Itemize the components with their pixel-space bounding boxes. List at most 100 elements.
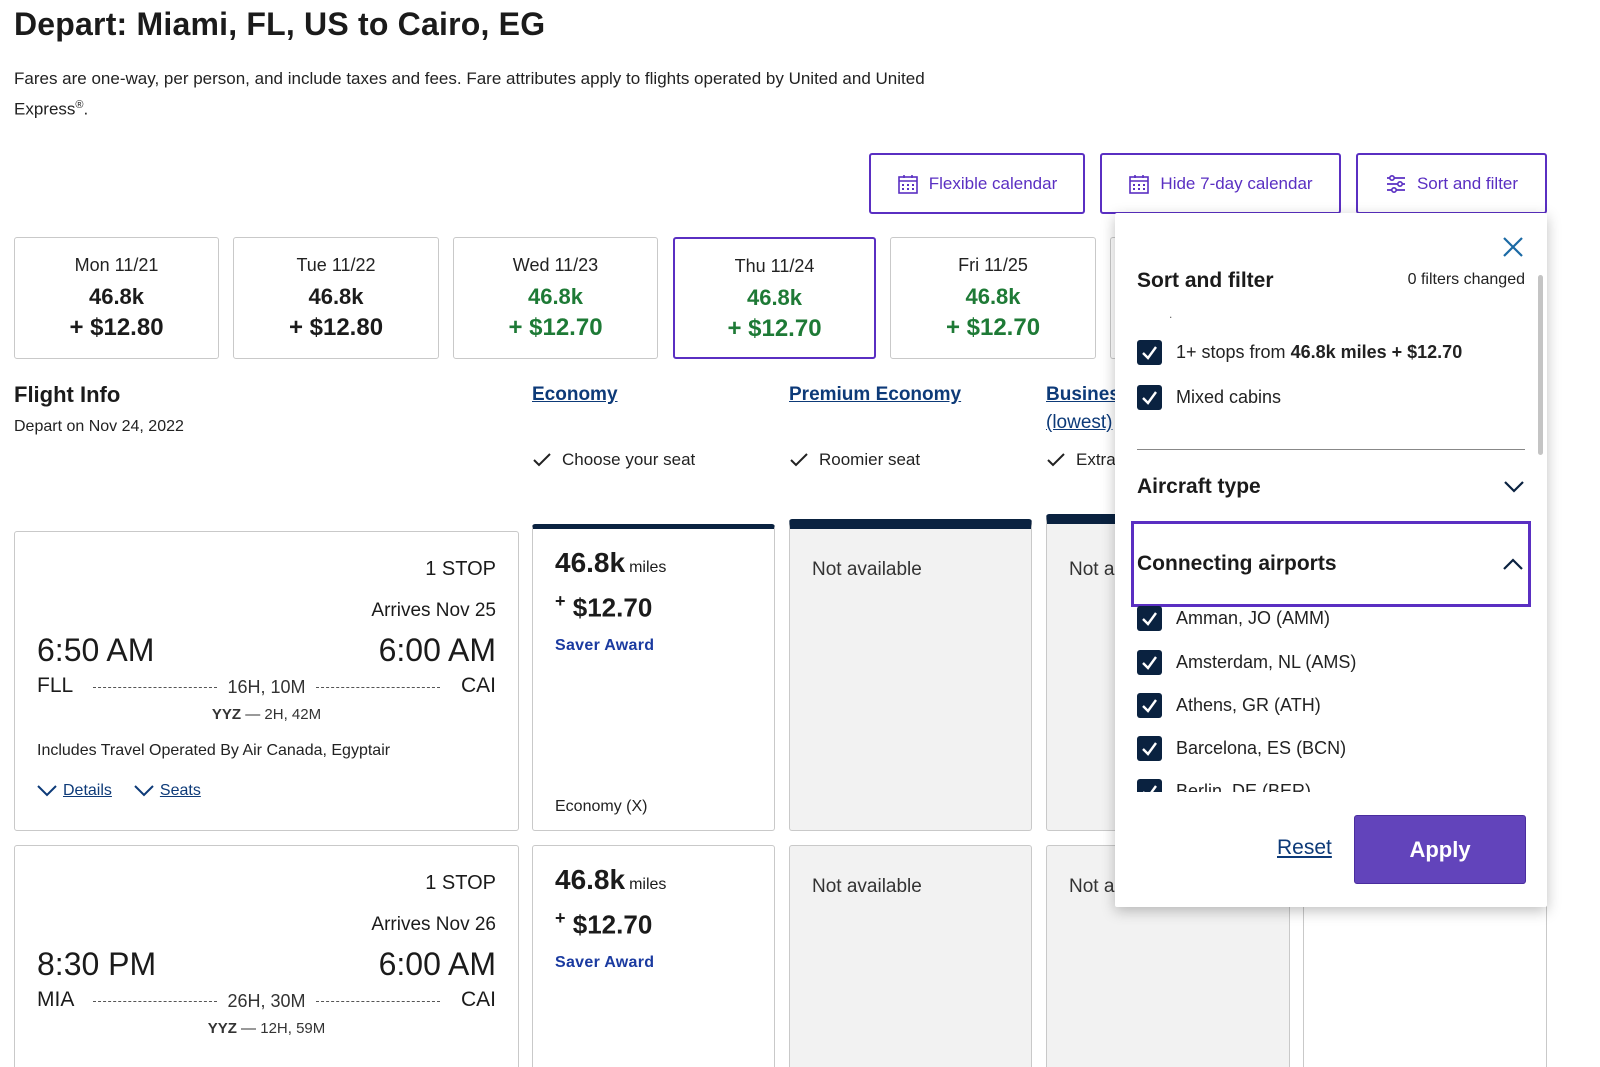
check-icon: [1047, 453, 1065, 467]
airport-checkbox-ath[interactable]: Athens, GR (ATH): [1137, 693, 1321, 718]
airport-checkbox-bcn[interactable]: Barcelona, ES (BCN): [1137, 736, 1346, 761]
economy-fare-button[interactable]: 46.8k miles + $12.70 Saver Award: [532, 845, 775, 1067]
panel-scrollbar[interactable]: [1538, 275, 1543, 455]
day-cash: + $12.70: [727, 315, 822, 342]
check-icon: [1142, 346, 1157, 360]
flight-duration: 26H, 30M: [227, 991, 306, 1011]
reset-link[interactable]: Reset: [1277, 836, 1332, 859]
day-card-tue[interactable]: Tue 11/22 46.8k + $12.80: [233, 237, 439, 359]
premium-feature: Roomier seat: [789, 450, 920, 470]
day-miles: 46.8k: [308, 284, 364, 309]
operated-by: Includes Travel Operated By Air Canada, …: [37, 742, 391, 759]
day-cash: + $12.70: [945, 314, 1041, 341]
chevron-down-icon: [1504, 481, 1524, 493]
check-icon: [1142, 391, 1157, 405]
page-title: Depart: Miami, FL, US to Cairo, EG: [14, 6, 546, 42]
business-feature: Extra: [1046, 450, 1116, 470]
economy-fare-button[interactable]: 46.8k miles + $12.70 Saver Award Economy …: [532, 524, 775, 831]
aircraft-type-section[interactable]: Aircraft type: [1137, 475, 1525, 499]
airport-list: Amman, JO (AMM) Amsterdam, NL (AMS) Athe…: [1115, 606, 1547, 792]
arrival-airport: CAI: [460, 988, 496, 1011]
cabin-business-sub[interactable]: (lowest): [1046, 412, 1113, 433]
departure-airport: MIA: [37, 988, 75, 1011]
fare-class: Economy (X): [555, 798, 648, 815]
fare-miles: 46.8k miles: [555, 547, 667, 578]
cabin-business-link[interactable]: Business: [1046, 384, 1116, 405]
day-card-mon[interactable]: Mon 11/21 46.8k + $12.80: [14, 237, 219, 359]
filter-stops-checkbox[interactable]: 1+ stops from 46.8k miles + $12.70: [1137, 340, 1462, 365]
stops-count: 1 STOP: [425, 558, 496, 580]
close-icon[interactable]: [1501, 235, 1525, 259]
connection-info: YYZ — 12H, 59M: [207, 1020, 326, 1037]
panel-divider: [1137, 449, 1525, 450]
airport-checkbox-amm[interactable]: Amman, JO (AMM): [1137, 606, 1330, 631]
check-icon: [1142, 612, 1157, 626]
checkbox-checked[interactable]: [1137, 650, 1162, 675]
fare-cash: + $12.70: [555, 908, 653, 940]
seats-toggle[interactable]: Seats: [134, 782, 201, 800]
connecting-airports-section[interactable]: Connecting airports: [1131, 521, 1531, 607]
day-miles: 46.8k: [527, 284, 584, 309]
arrival-time: 6:00 AM: [378, 946, 496, 982]
fare-award-type: Saver Award: [555, 637, 655, 654]
day-label: Tue 11/22: [296, 255, 376, 275]
checkbox-checked[interactable]: [1137, 693, 1162, 718]
day-card-fri[interactable]: Fri 11/25 46.8k + $12.70: [890, 237, 1096, 359]
airport-checkbox-ber[interactable]: Berlin, DE (BER): [1137, 779, 1311, 792]
departure-time: 8:30 PM: [37, 946, 157, 982]
day-label: Wed 11/23: [512, 255, 599, 275]
panel-dot: .: [1169, 307, 1173, 321]
not-available-text: Not a: [1069, 876, 1115, 897]
depart-date: Depart on Nov 24, 2022: [14, 418, 184, 435]
airport-checkbox-ams[interactable]: Amsterdam, NL (AMS): [1137, 650, 1356, 675]
filters-changed-count: 0 filters changed: [1407, 271, 1525, 288]
check-icon: [1142, 699, 1157, 713]
cabin-premium-link[interactable]: Premium Economy: [789, 384, 962, 405]
departure-time: 6:50 AM: [37, 632, 155, 668]
flight-card[interactable]: 1 STOP Arrives Nov 26 8:30 PM 6:00 AM MI…: [14, 845, 519, 1067]
chevron-up-icon: [1503, 558, 1523, 570]
arrival-airport: CAI: [460, 674, 496, 697]
arrival-time: 6:00 AM: [378, 632, 496, 668]
flight-card[interactable]: 1 STOP Arrives Nov 25 6:50 AM 6:00 AM FL…: [14, 531, 519, 831]
day-card-wed[interactable]: Wed 11/23 46.8k + $12.70: [453, 237, 658, 359]
duration-line: 16H, 10M: [93, 677, 441, 698]
sort-filter-label: Sort and filter: [1416, 173, 1519, 193]
day-miles: 46.8k: [746, 285, 803, 310]
fare-cash: + $12.70: [555, 591, 653, 623]
filter-mixed-cabins-checkbox[interactable]: Mixed cabins: [1137, 385, 1281, 410]
flexible-calendar-button[interactable]: Flexible calendar: [869, 153, 1085, 214]
panel-title: Sort and filter: [1137, 269, 1274, 292]
flight-duration: 16H, 10M: [227, 677, 306, 697]
checkbox-checked[interactable]: [1137, 736, 1162, 761]
day-label: Fri 11/25: [958, 255, 1028, 275]
hide-calendar-button[interactable]: Hide 7-day calendar: [1100, 153, 1341, 214]
calendar-icon: [1129, 174, 1150, 194]
check-icon: [1143, 785, 1157, 792]
premium-fare-unavailable: Not available: [789, 845, 1032, 1067]
fare-miles: 46.8k miles: [555, 864, 667, 895]
check-icon: [1142, 742, 1157, 756]
not-available-text: Not available: [812, 559, 922, 580]
sort-filter-panel: Sort and filter 0 filters changed . 1+ s…: [1115, 213, 1547, 907]
departure-airport: FLL: [37, 674, 74, 697]
premium-fare-unavailable: Not available: [789, 519, 1032, 831]
checkbox-checked[interactable]: [1137, 606, 1162, 631]
details-toggle[interactable]: Details: [37, 782, 112, 800]
stops-count: 1 STOP: [425, 872, 496, 894]
checkbox-checked[interactable]: [1137, 340, 1162, 365]
check-icon: [533, 453, 551, 467]
not-available-text: Not a: [1069, 559, 1115, 580]
sort-filter-button[interactable]: Sort and filter: [1356, 153, 1547, 214]
day-miles: 46.8k: [965, 284, 1021, 309]
apply-button[interactable]: Apply: [1354, 815, 1526, 884]
day-card-thu[interactable]: Thu 11/24 46.8k + $12.70: [673, 237, 876, 359]
connection-info: YYZ — 2H, 42M: [211, 706, 322, 723]
cabin-economy-link[interactable]: Economy: [532, 384, 618, 405]
checkbox-checked[interactable]: [1137, 779, 1162, 792]
day-label: Mon 11/21: [74, 255, 159, 275]
checkbox-checked[interactable]: [1137, 385, 1162, 410]
fare-disclaimer: Fares are one-way, per person, and inclu…: [14, 69, 925, 119]
check-icon: [1142, 656, 1157, 670]
economy-feature: Choose your seat: [532, 450, 695, 470]
